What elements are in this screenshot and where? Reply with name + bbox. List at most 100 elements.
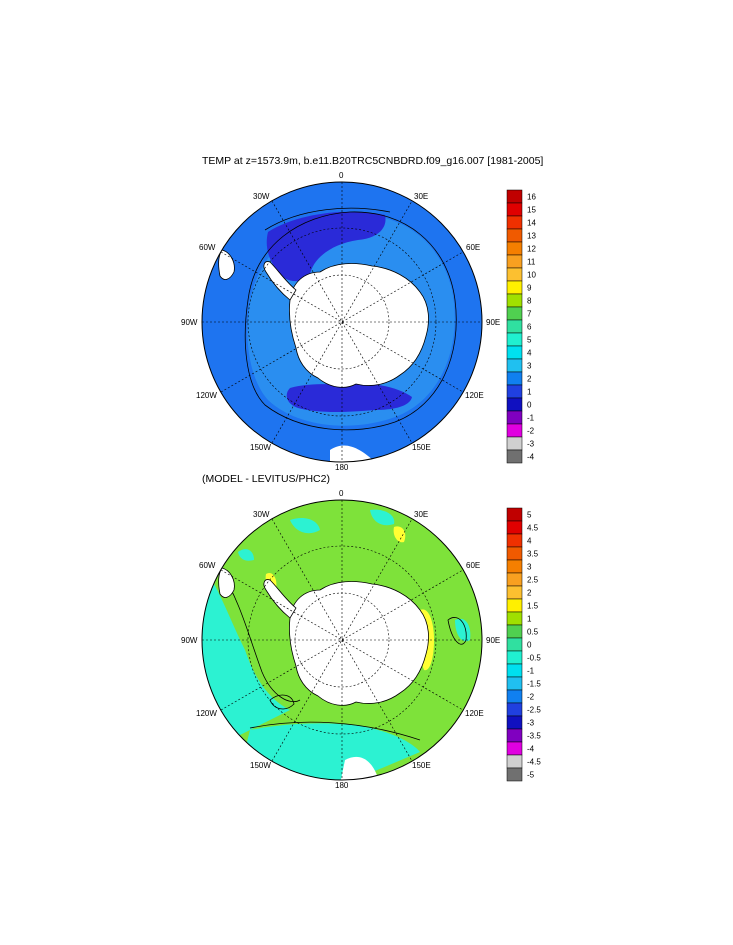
lon-label-150e: 150E: [412, 761, 431, 770]
colorbar-swatch: [506, 754, 523, 769]
colorbar-tick-label: 0.5: [527, 628, 539, 637]
colorbar-swatch: [506, 358, 523, 373]
diff-cyan-patch-1: [290, 518, 320, 534]
lon-label-120w: 120W: [196, 709, 217, 718]
lon-label-120e: 120E: [465, 391, 484, 400]
colorbar-tick-label: 7: [527, 310, 532, 319]
diff-cyan-patch-2: [370, 509, 395, 526]
colorbar-swatch: [506, 715, 523, 730]
colorbar-tick-label: 2: [527, 375, 532, 384]
colorbar-swatch: [506, 423, 523, 438]
temp-lon-labels: 0 30E 60E 90E 120E 150E 180 150W 120W 90…: [181, 171, 500, 472]
lon-label-90w: 90W: [181, 636, 198, 645]
diff-map: [202, 500, 482, 780]
colorbar-tick-label: 16: [527, 193, 536, 202]
lon-label-60e: 60E: [466, 561, 480, 570]
lon-label-120w: 120W: [196, 391, 217, 400]
lon-label-60w: 60W: [199, 243, 216, 252]
colorbar-swatch: [506, 598, 523, 613]
colorbar-tick-label: 4: [527, 349, 532, 358]
colorbar-swatch: [506, 624, 523, 639]
colorbar-swatch: [506, 228, 523, 243]
colorbar-tick-label: -3: [527, 440, 535, 449]
lon-label-30e: 30E: [414, 192, 428, 201]
colorbar-swatch: [506, 241, 523, 256]
colorbar-swatch: [506, 507, 523, 522]
colorbar-swatch: [506, 397, 523, 412]
lon-label-30e: 30E: [414, 510, 428, 519]
temp-contour-2: [264, 207, 391, 231]
colorbar-tick-label: -1.5: [527, 680, 541, 689]
lon-label-60e: 60E: [466, 243, 480, 252]
diff-lon-labels: 0 30E 60E 90E 120E 150E 180 150W 120W 90…: [181, 489, 500, 790]
colorbar-swatch: [506, 611, 523, 626]
colorbar-swatch: [506, 559, 523, 574]
colorbar-swatch: [506, 384, 523, 399]
diff-yellow-north: [393, 526, 406, 543]
colorbar-swatch: [506, 676, 523, 691]
colorbar-tick-label: -3.5: [527, 732, 541, 741]
colorbar-tick-label: 1.5: [527, 602, 539, 611]
colorbar-tick-label: 9: [527, 284, 532, 293]
lon-label-150w: 150W: [250, 443, 271, 452]
colorbar-tick-label: 13: [527, 232, 536, 241]
colorbar-swatch: [506, 585, 523, 600]
diff-west-cyan: [202, 560, 290, 760]
temp-antarctica: [289, 263, 429, 388]
colorbar-swatch: [506, 663, 523, 678]
colorbar-tick-label: 1: [527, 388, 532, 397]
lon-label-150e: 150E: [412, 443, 431, 452]
lon-label-30w: 30W: [253, 192, 270, 201]
colorbar-tick-label: 6: [527, 323, 532, 332]
colorbar-tick-label: -4: [527, 745, 535, 754]
temp-contour-1: [244, 211, 457, 431]
colorbar-swatch: [506, 410, 523, 425]
colorbar-tick-label: -2.5: [527, 706, 541, 715]
temp-graticule: [202, 182, 482, 462]
colorbar-tick-label: 2.5: [527, 576, 539, 585]
colorbar-swatch: [506, 520, 523, 535]
colorbar-swatch: [506, 546, 523, 561]
colorbar-tick-label: 0: [527, 401, 532, 410]
colorbar-tick-label: -3: [527, 719, 535, 728]
colorbar-tick-label: 8: [527, 297, 532, 306]
diff-panel: (MODEL - LEVITUS/PHC2): [181, 473, 541, 790]
colorbar-swatch: [506, 254, 523, 269]
colorbar-tick-label: 5: [527, 511, 532, 520]
colorbar-swatch: [506, 767, 523, 782]
colorbar-tick-label: 1: [527, 615, 532, 624]
colorbar-swatch: [506, 702, 523, 717]
temp-ross-1to2: [286, 383, 412, 412]
colorbar-tick-label: 3.5: [527, 550, 539, 559]
colorbar-swatch: [506, 637, 523, 652]
colorbar-tick-label: -0.5: [527, 654, 541, 663]
colorbar-tick-label: -4: [527, 453, 535, 462]
lon-label-150w: 150W: [250, 761, 271, 770]
lon-label-0: 0: [339, 489, 344, 498]
diff-panel-title: (MODEL - LEVITUS/PHC2): [202, 473, 330, 485]
colorbar-tick-label: 14: [527, 219, 536, 228]
lon-label-90e: 90E: [486, 636, 500, 645]
colorbar-swatch: [506, 202, 523, 217]
temp-map-border: [201, 181, 483, 463]
colorbar-swatch: [506, 332, 523, 347]
lon-label-60w: 60W: [199, 561, 216, 570]
diff-colorbar: 5 4.5 4 3.5 3 2.5 2 1.5 1 0.5 0 -0.5 -1 -1.5 -2 -2.5 -3 -…: [506, 507, 541, 782]
colorbar-swatch: [506, 319, 523, 334]
diff-contour-1: [219, 569, 301, 702]
colorbar-tick-label: 4: [527, 537, 532, 546]
colorbar-swatch: [506, 650, 523, 665]
colorbar-tick-label: 4.5: [527, 524, 539, 533]
diff-contour-2: [249, 721, 421, 741]
colorbar-tick-label: -2: [527, 427, 535, 436]
colorbar-tick-label: 12: [527, 245, 536, 254]
diff-map-border: [201, 499, 483, 781]
colorbar-tick-label: -1: [527, 667, 535, 676]
colorbar-tick-label: 10: [527, 271, 536, 280]
colorbar-tick-label: -5: [527, 771, 535, 780]
lon-label-0: 0: [339, 171, 344, 180]
lon-label-30w: 30W: [253, 510, 270, 519]
lon-label-120e: 120E: [465, 709, 484, 718]
diff-graticule: [202, 500, 482, 780]
